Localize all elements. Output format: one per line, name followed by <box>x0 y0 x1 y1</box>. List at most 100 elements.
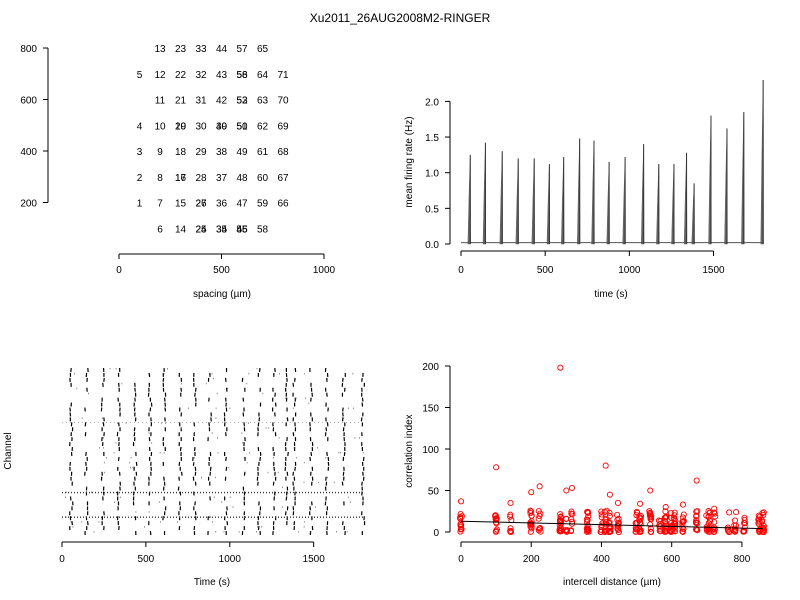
electrode-label: 5 <box>137 70 143 81</box>
corr-x-tick-label: 0 <box>458 554 464 565</box>
corr-point <box>680 518 687 525</box>
corr-point <box>637 528 644 535</box>
corr-point <box>760 526 768 534</box>
electrode-label: 33 <box>195 44 207 55</box>
electrode-label: 3 <box>137 147 143 158</box>
raster-spikes <box>62 367 366 536</box>
electrode-label: 21 <box>175 96 187 107</box>
corr-point <box>493 515 500 522</box>
electrode-label: 36 <box>216 199 228 210</box>
corr-y-tick-label: 200 <box>422 362 439 373</box>
corr-fit-segment <box>460 520 764 530</box>
corr-point <box>535 508 542 515</box>
electrode-label: 68 <box>277 147 289 158</box>
corr-y-tick-label: 50 <box>428 487 440 498</box>
raster-x-tick-label: 1000 <box>219 554 242 565</box>
corr-point <box>672 528 679 535</box>
corr-point <box>614 522 621 529</box>
electrode-label: 58 <box>236 70 248 81</box>
electrode-label: 13 <box>154 44 166 55</box>
corr-point <box>528 489 535 496</box>
electrode-label: 10 <box>154 121 166 132</box>
corr-point <box>760 522 767 530</box>
electrode-label: 2 <box>137 173 143 184</box>
layout-axes: 0 500 1000 200 400 600 800 <box>20 44 335 276</box>
layout-y-tick-label: 800 <box>20 44 37 55</box>
corr-x-tick-label: 600 <box>663 554 680 565</box>
rate-x-tick-label: 1500 <box>702 265 725 276</box>
corr-point <box>693 508 700 515</box>
rate-y-tick-label: 0.5 <box>425 204 439 215</box>
corr-point <box>583 516 590 523</box>
electrode-label: 63 <box>257 96 269 107</box>
corr-point <box>694 527 701 534</box>
electrode-label: 56 <box>236 70 248 81</box>
raster-y-axis-title: Channel <box>3 432 14 469</box>
layout-y-tick-label: 200 <box>20 199 37 210</box>
electrode-label: 67 <box>277 173 289 184</box>
corr-points <box>457 364 768 536</box>
corr-point <box>535 515 542 522</box>
corr-point <box>607 528 614 535</box>
electrode-label: 12 <box>154 70 166 81</box>
electrode-label: 11 <box>155 96 166 107</box>
electrode-label: 51 <box>236 121 248 132</box>
corr-point <box>661 514 668 521</box>
electrode-label: 18 <box>175 147 187 158</box>
corr-point <box>614 511 621 518</box>
corr-point <box>615 528 622 536</box>
electrode-label: 62 <box>257 121 269 132</box>
corr-point <box>647 514 654 521</box>
electrode-label: 1 <box>137 199 143 210</box>
corr-fit-line <box>460 520 764 530</box>
corr-point <box>493 464 500 471</box>
electrode-label: 35 <box>216 224 228 235</box>
corr-point <box>679 518 686 526</box>
electrode-label: 19 <box>175 121 187 132</box>
electrode-label: 45 <box>236 224 248 235</box>
rate-y-axis-title: mean firing rate (Hz) <box>404 116 415 207</box>
corr-y-tick-label: 150 <box>422 404 439 415</box>
corr-point <box>710 528 717 535</box>
electrode-label: 71 <box>277 70 289 81</box>
corr-axes: 0 200 400 600 800 0 50 100 150 200 <box>422 362 750 565</box>
corr-point <box>527 510 534 517</box>
corr-point <box>507 528 514 535</box>
corr-point <box>507 525 514 532</box>
panel-correlation: 0 200 400 600 800 0 50 100 150 200 intercell dist… <box>404 362 768 588</box>
rate-y-tick-label: 1.5 <box>425 133 439 144</box>
corr-point <box>671 515 678 522</box>
corr-point <box>537 528 544 535</box>
corr-point <box>458 521 465 528</box>
electrode-label: 39 <box>216 121 228 132</box>
electrode-label: 57 <box>236 44 248 55</box>
corr-x-axis-title: intercell distance (µm) <box>563 577 661 588</box>
electrode-label: 46 <box>236 224 248 235</box>
corr-point <box>563 487 570 494</box>
electrode-label: 50 <box>236 121 248 132</box>
electrode-label: 40 <box>216 121 228 132</box>
rate-y-tick-label: 1.0 <box>425 169 439 180</box>
corr-point <box>557 511 564 518</box>
corr-point <box>755 520 762 527</box>
layout-y-tick-label: 400 <box>20 147 37 158</box>
corr-point <box>693 517 700 524</box>
corr-point <box>585 513 592 520</box>
corr-point <box>584 522 591 529</box>
corr-point <box>668 527 675 535</box>
rate-x-tick-label: 0 <box>458 265 464 276</box>
corr-point <box>679 501 686 508</box>
corr-point <box>606 525 613 532</box>
electrode-label: 22 <box>175 70 187 81</box>
electrode-label: 25 <box>195 224 207 235</box>
corr-point <box>680 511 687 518</box>
corr-point <box>606 512 613 520</box>
corr-point <box>507 499 514 507</box>
corr-point <box>636 517 643 524</box>
corr-x-tick-label: 400 <box>593 554 610 565</box>
corr-point <box>536 483 543 490</box>
electrode-label: 42 <box>216 96 228 107</box>
electrode-label: 34 <box>216 224 228 235</box>
electrode-label: 53 <box>236 96 248 107</box>
